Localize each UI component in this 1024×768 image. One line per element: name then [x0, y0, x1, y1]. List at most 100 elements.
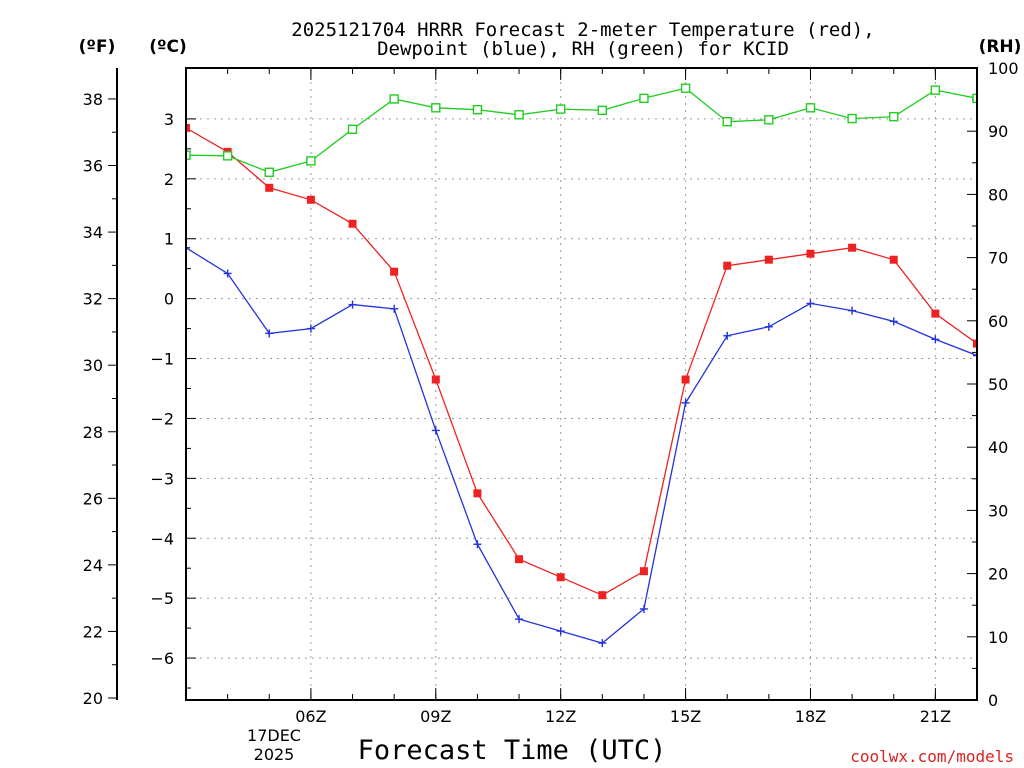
temperature-point [390, 267, 399, 276]
dewpoint-line [186, 247, 977, 644]
fahrenheit-tick-label: 38 [83, 90, 103, 109]
temperature-line [186, 127, 977, 596]
rh-tick-label: 50 [988, 375, 1008, 394]
dewpoint-point [223, 269, 232, 278]
temperature-point [348, 219, 357, 228]
series-layer [186, 83, 977, 648]
grid-lines [186, 68, 977, 700]
rh-point [514, 110, 524, 120]
dewpoint-point [723, 331, 732, 340]
rh-point [347, 124, 358, 135]
plot-frame [185, 67, 978, 701]
dewpoint-point [848, 306, 857, 315]
rh-unit-label: (RH) [979, 37, 1022, 57]
temperature-point [931, 309, 940, 318]
fahrenheit-tick-label: 30 [83, 356, 103, 375]
rh-point [186, 150, 191, 160]
rh-point [472, 105, 483, 115]
celsius-axis: 3 2 1 0 −1 −2 −3 −4 −5 −6 [150, 110, 196, 689]
fahrenheit-axis: 38 36 34 32 30 28 26 24 22 20 [83, 68, 118, 708]
rh-tick-label: 20 [988, 565, 1008, 584]
temperature-point [681, 375, 690, 384]
series-rh [186, 83, 977, 177]
temperature-point [889, 255, 898, 264]
x-tick-label: 12Z [545, 707, 576, 726]
temperature-point [306, 195, 315, 204]
dewpoint-point [431, 426, 440, 435]
dewpoint-point [931, 335, 940, 344]
fahrenheit-tick-label: 28 [83, 423, 103, 442]
celsius-tick-label: 3 [164, 110, 174, 129]
rh-tick-label: 10 [988, 628, 1008, 647]
series-temperature [186, 123, 977, 600]
date-day-label: 17DEC [247, 726, 301, 745]
fahrenheit-tick-label: 22 [83, 622, 103, 641]
temperature-point [806, 249, 815, 258]
rh-point [847, 113, 857, 124]
rh-point [597, 105, 608, 116]
temperature-point [764, 255, 773, 264]
rh-point [930, 85, 941, 95]
temperature-point [639, 567, 648, 576]
dewpoint-point [265, 329, 274, 338]
dewpoint-point [639, 604, 648, 613]
rh-point [264, 167, 274, 177]
x-tick-label: 09Z [420, 707, 451, 726]
fahrenheit-unit-label: (ºF) [79, 37, 116, 57]
chart-title-line2: Dewpoint (blue), RH (green) for KCID [377, 38, 789, 60]
dewpoint-point [390, 304, 399, 313]
dewpoint-point [681, 398, 690, 407]
temperature-point [515, 555, 524, 564]
celsius-tick-label: −2 [150, 409, 174, 428]
dewpoint-point [306, 324, 315, 333]
rh-point [805, 103, 816, 113]
rh-tick-label: 80 [988, 185, 1008, 204]
date-year-label: 2025 [254, 745, 295, 764]
time-axis: 06Z 09Z 12Z 15Z 18Z 21Z [185, 68, 978, 726]
celsius-tick-label: −3 [150, 469, 174, 488]
x-tick-label: 21Z [920, 707, 951, 726]
dewpoint-point [473, 540, 482, 549]
rh-point [306, 156, 316, 166]
dewpoint-point [598, 639, 607, 648]
celsius-tick-label: −6 [150, 649, 174, 668]
rh-point [722, 117, 732, 127]
celsius-tick-label: 2 [164, 170, 174, 189]
celsius-tick-label: −1 [150, 350, 174, 369]
rh-tick-label: 90 [988, 122, 1008, 141]
celsius-unit-label: (ºC) [149, 37, 187, 57]
dewpoint-point [515, 615, 524, 624]
temperature-point [473, 489, 482, 498]
rh-point [555, 104, 566, 114]
fahrenheit-tick-label: 32 [83, 290, 103, 309]
rh-point [680, 83, 691, 93]
temperature-point [723, 261, 732, 270]
dewpoint-point [889, 317, 898, 326]
rh-point [389, 94, 399, 104]
rh-point [222, 151, 233, 161]
temperature-point [973, 339, 977, 348]
rh-point [764, 115, 774, 125]
dewpoint-point [556, 627, 565, 636]
rh-tick-label: 60 [988, 312, 1008, 331]
fahrenheit-tick-label: 24 [83, 556, 103, 575]
dewpoint-point [186, 243, 190, 252]
dewpoint-point [348, 300, 357, 309]
rh-tick-label: 40 [988, 438, 1008, 457]
rh-tick-label: 100 [988, 59, 1019, 78]
fahrenheit-tick-label: 34 [83, 223, 103, 242]
dewpoint-point [973, 351, 977, 360]
temperature-point [431, 375, 440, 384]
temperature-point [186, 123, 190, 132]
temperature-point [556, 573, 565, 582]
dewpoint-point [806, 299, 815, 308]
x-tick-label: 18Z [795, 707, 826, 726]
dewpoint-point [764, 322, 773, 331]
rh-tick-label: 0 [988, 691, 998, 710]
rh-point [639, 93, 649, 104]
rh-point [431, 103, 441, 113]
chart-title-line1: 2025121704 HRRR Forecast 2-meter Tempera… [291, 19, 874, 41]
rh-line [186, 87, 977, 173]
